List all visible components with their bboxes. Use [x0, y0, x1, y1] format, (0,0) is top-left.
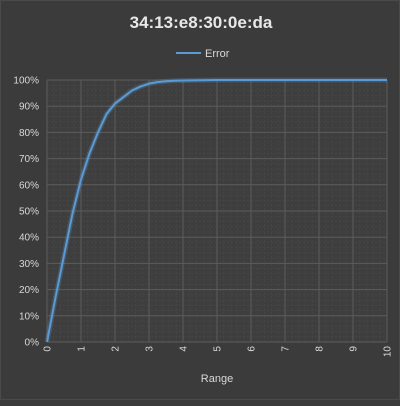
x-tick-label: 10 [383, 346, 394, 358]
x-tick-label: 7 [281, 346, 292, 352]
y-tick-label: 40% [19, 233, 39, 244]
x-axis-title: Range [201, 373, 233, 385]
series-line-error [46, 79, 387, 343]
y-tick-label: 70% [19, 154, 39, 165]
chart-title: 34:13:e8:30:0e:da [130, 13, 273, 32]
x-tick-label: 5 [213, 346, 224, 352]
y-tick-label: 50% [19, 207, 39, 218]
x-tick-label: 9 [349, 346, 360, 352]
y-tick-label: 20% [19, 285, 39, 296]
grid-major [46, 79, 388, 343]
y-tick-label: 0% [25, 338, 40, 349]
y-tick-label: 10% [19, 311, 39, 322]
y-tick-label: 30% [19, 259, 39, 270]
series-layer [44, 77, 387, 343]
y-tick-label: 60% [19, 180, 39, 191]
x-tick-label: 4 [179, 346, 190, 352]
x-tick-label: 0 [43, 346, 54, 352]
y-tick-label: 100% [13, 76, 39, 87]
y-tick-label: 80% [19, 128, 39, 139]
x-axis-ticks: 0 1 2 3 4 5 6 7 8 9 10 [43, 346, 394, 358]
x-tick-label: 2 [111, 346, 122, 352]
x-tick-label: 1 [77, 346, 88, 352]
x-tick-label: 3 [145, 346, 156, 352]
legend: Error [176, 48, 230, 60]
y-axis-ticks: 0% 10% 20% 30% 40% 50% 60% 70% 80% 90% 100% [13, 76, 39, 349]
x-tick-label: 6 [247, 346, 258, 352]
x-tick-label: 8 [315, 346, 326, 352]
y-tick-label: 90% [19, 102, 39, 113]
legend-label-error: Error [205, 48, 230, 60]
